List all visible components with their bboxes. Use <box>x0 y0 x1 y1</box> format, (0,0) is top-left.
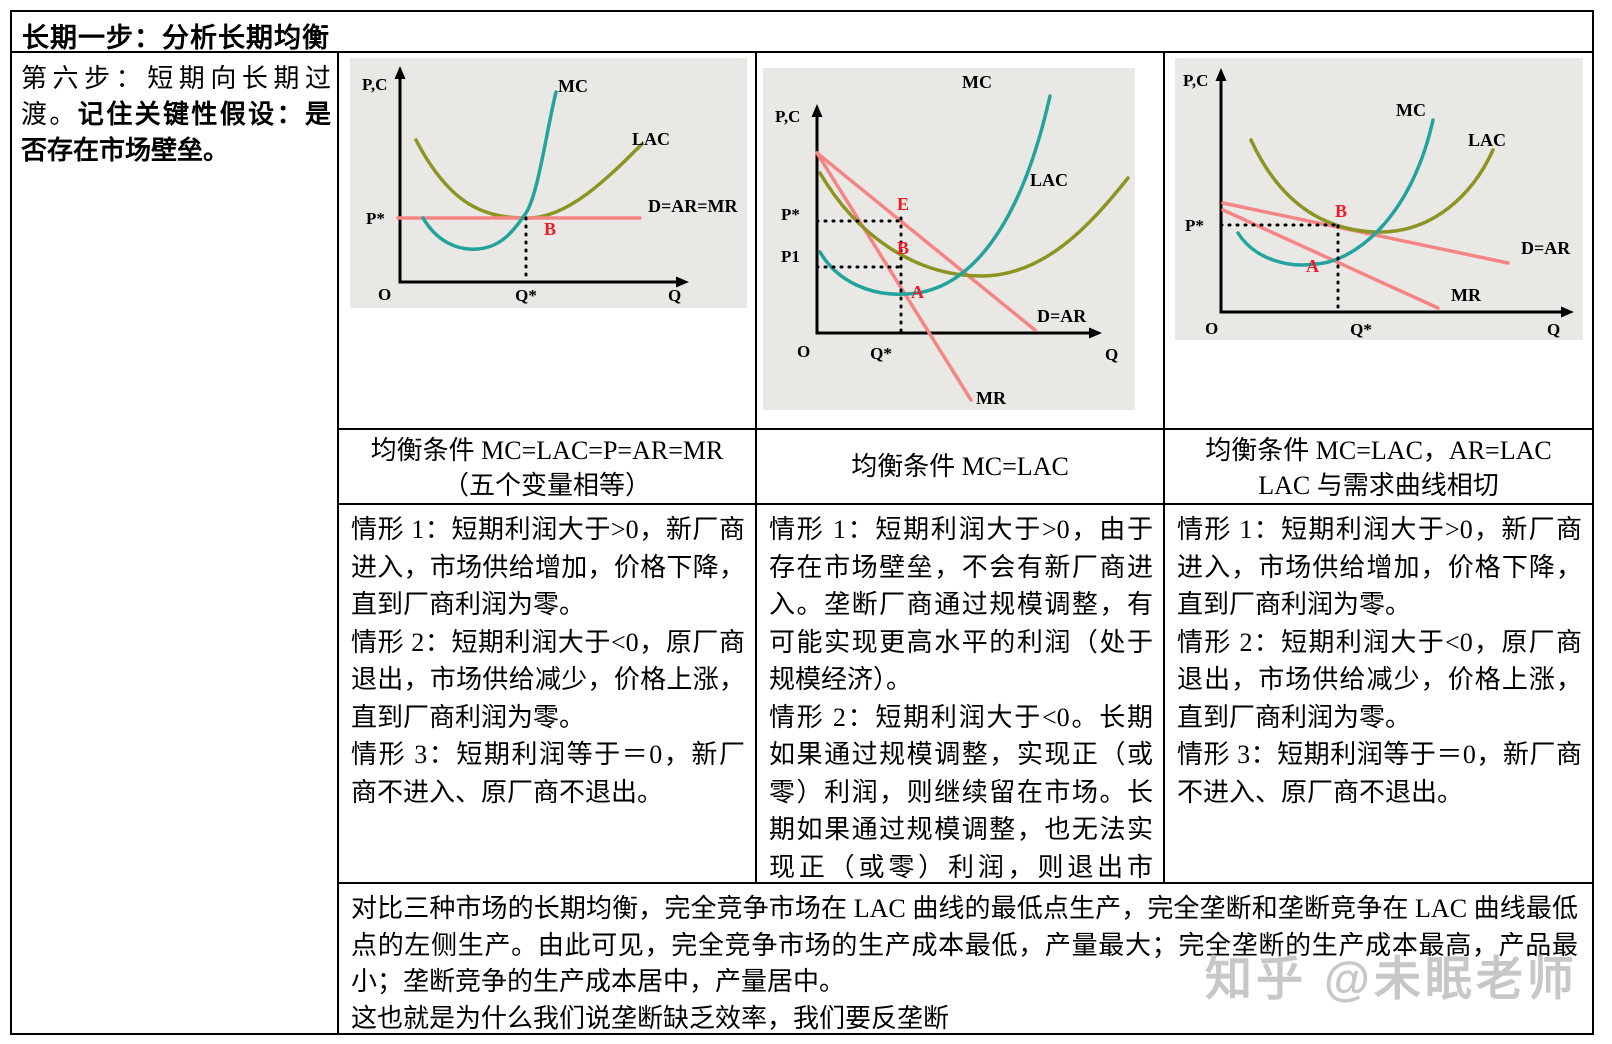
origin-label: O <box>1205 319 1218 338</box>
condition-monopolistic-competition: 均衡条件 MC=LAC，AR=LAC LAC 与需求曲线相切 <box>1165 430 1592 505</box>
p-star-label: P* <box>1185 216 1204 235</box>
point-b-label: B <box>1335 201 1347 221</box>
mc-label: MC <box>1396 100 1426 120</box>
point-a-label: A <box>911 282 924 302</box>
summary-paragraph: 对比三种市场的长期均衡，完全竞争市场在 LAC 曲线的最低点生产，完全垄断和垄断… <box>351 891 1578 1001</box>
chart-background <box>1175 58 1583 340</box>
chart-cell-monopolistic-competition: P,C MC LAC D=AR MR P* B A O Q* Q <box>1165 53 1592 430</box>
chart-cell-perfect-competition: P,C MC LAC D=AR=MR P* B O Q* Q <box>339 53 757 430</box>
y-axis-label: P,C <box>1183 71 1208 90</box>
p1-label: P1 <box>781 247 800 266</box>
case-item: 情形 3：短期利润等于＝0，新厂商不进入、原厂商不退出。 <box>1177 736 1582 811</box>
case-item: 情形 1：短期利润大于>0，新厂商进入，市场供给增加，价格下降，直到厂商利润为零… <box>351 511 745 624</box>
chart-perfect-competition: P,C MC LAC D=AR=MR P* B O Q* Q <box>350 58 747 308</box>
chart-monopolistic-competition: P,C MC LAC D=AR MR P* B A O Q* Q <box>1175 58 1583 340</box>
condition-perfect-competition: 均衡条件 MC=LAC=P=AR=MR （五个变量相等） <box>339 430 757 505</box>
p-star-label: P* <box>781 205 800 224</box>
cases-monopoly: 情形 1：短期利润大于>0，由于存在市场壁垒，不会有新厂商进入。垄断厂商通过规模… <box>757 505 1165 884</box>
case-item: 情形 2：短期利润大于<0。长期如果通过规模调整，实现正（或零）利润，则继续留在… <box>769 699 1153 885</box>
q-star-label: Q* <box>515 286 537 305</box>
point-b-label: B <box>544 219 556 239</box>
point-a-label: A <box>1306 256 1319 276</box>
case-item: 情形 1：短期利润大于>0，由于存在市场壁垒，不会有新厂商进入。垄断厂商通过规模… <box>769 511 1153 699</box>
chart-cell-monopoly: MC P,C P* P1 LAC D=AR MR E B A O Q* Q <box>757 53 1165 430</box>
chart-monopoly: MC P,C P* P1 LAC D=AR MR E B A O Q* Q <box>763 68 1135 410</box>
mc-label: MC <box>962 72 992 92</box>
summary-cell: 对比三种市场的长期均衡，完全竞争市场在 LAC 曲线的最低点生产，完全垄断和垄断… <box>339 884 1592 1033</box>
x-axis-label: Q <box>1547 320 1560 339</box>
point-b-label: B <box>897 238 909 258</box>
mc-label: MC <box>558 76 588 96</box>
x-axis-label: Q <box>1105 345 1118 364</box>
demand-label: D=AR=MR <box>648 196 739 216</box>
origin-label: O <box>378 285 391 304</box>
y-axis-label: P,C <box>362 75 387 94</box>
condition-line: 均衡条件 MC=LAC，AR=LAC <box>1165 433 1592 468</box>
lac-label: LAC <box>1030 170 1068 190</box>
demand-label: D=AR <box>1037 306 1087 326</box>
table-header-title: 长期一步：分析长期均衡 <box>12 12 1592 53</box>
case-item: 情形 2：短期利润大于<0，原厂商退出，市场供给减少，价格上涨，直到厂商利润为零… <box>351 624 745 737</box>
q-star-label: Q* <box>1350 320 1372 339</box>
case-item: 情形 1：短期利润大于>0，新厂商进入，市场供给增加，价格下降，直到厂商利润为零… <box>1177 511 1582 624</box>
long-run-equilibrium-table: 长期一步：分析长期均衡 第六步：短期向长期过渡。记住关键性假设：是否存在市场壁垒… <box>10 10 1594 1035</box>
condition-line: 均衡条件 MC=LAC=P=AR=MR <box>339 433 755 468</box>
y-axis-label: P,C <box>775 107 800 126</box>
mr-label: MR <box>976 388 1007 408</box>
condition-monopoly: 均衡条件 MC=LAC <box>757 430 1165 505</box>
condition-line: 均衡条件 MC=LAC <box>851 449 1069 484</box>
condition-line: LAC 与需求曲线相切 <box>1165 468 1592 503</box>
lac-label: LAC <box>1468 130 1506 150</box>
cases-monopolistic-competition: 情形 1：短期利润大于>0，新厂商进入，市场供给增加，价格下降，直到厂商利润为零… <box>1165 505 1592 884</box>
lac-label: LAC <box>632 129 670 149</box>
case-item: 情形 3：短期利润等于＝0，新厂商不进入、原厂商不退出。 <box>351 736 745 811</box>
p-star-label: P* <box>366 209 385 228</box>
demand-label: D=AR <box>1521 238 1571 258</box>
cases-perfect-competition: 情形 1：短期利润大于>0，新厂商进入，市场供给增加，价格下降，直到厂商利润为零… <box>339 505 757 884</box>
chart-background <box>763 68 1135 410</box>
origin-label: O <box>797 342 810 361</box>
chart-background <box>350 58 747 308</box>
summary-paragraph: 这也就是为什么我们说垄断缺乏效率，我们要反垄断 <box>351 1001 1578 1034</box>
left-note-cell: 第六步：短期向长期过渡。记住关键性假设：是否存在市场壁垒。 <box>12 53 339 1033</box>
condition-line: （五个变量相等） <box>339 468 755 503</box>
case-item: 情形 2：短期利润大于<0，原厂商退出，市场供给减少，价格上涨，直到厂商利润为零… <box>1177 624 1582 737</box>
q-star-label: Q* <box>870 344 892 363</box>
x-axis-label: Q <box>668 286 681 305</box>
mr-label: MR <box>1451 285 1482 305</box>
point-e-label: E <box>897 194 909 214</box>
